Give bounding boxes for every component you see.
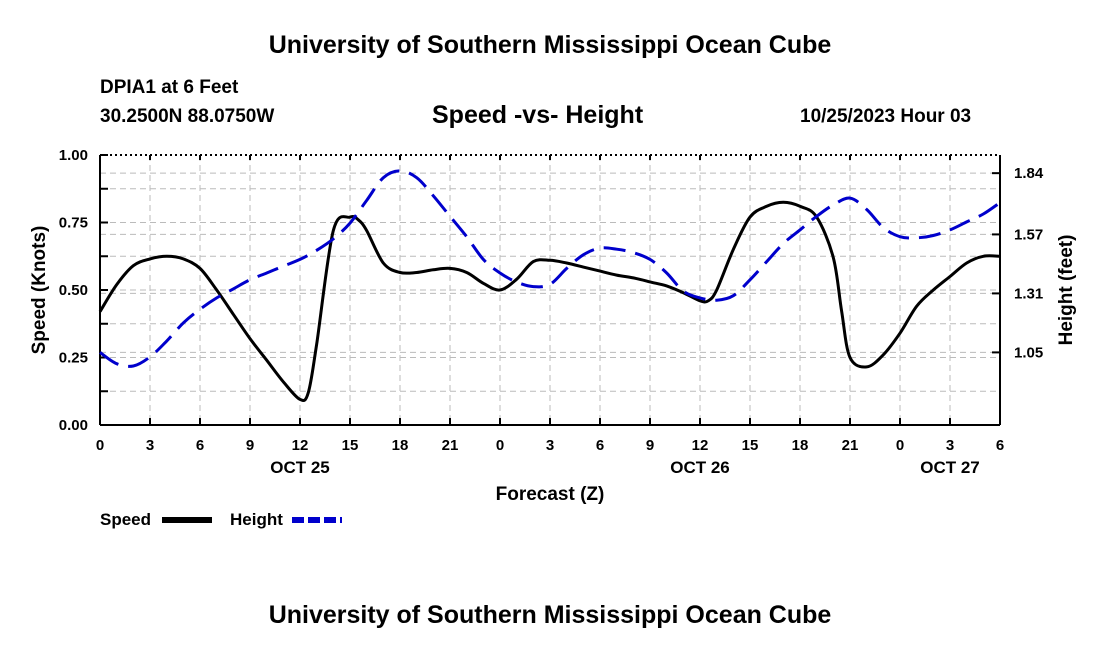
legend: Speed Height	[100, 510, 342, 529]
page-title: University of Southern Mississippi Ocean…	[268, 31, 832, 59]
footer-title: University of Southern Mississippi Ocean…	[268, 601, 832, 629]
x-tick-label: 6	[996, 437, 1004, 454]
date-label: OCT 27	[920, 458, 980, 477]
station-name: DPIA1 at 6 Feet	[100, 77, 239, 98]
x-tick-label: 21	[442, 437, 459, 454]
grid	[100, 155, 1000, 425]
x-tick-label: 12	[292, 437, 309, 454]
y2-tick-label: 1.57	[1014, 226, 1043, 243]
y-axis-title: Speed (Knots)	[29, 226, 50, 355]
x-tick-label: 3	[146, 437, 154, 454]
x-tick-label: 3	[546, 437, 554, 454]
x-tick-label: 12	[692, 437, 709, 454]
y-tick-label: 0.00	[59, 417, 88, 434]
x-tick-label: 9	[246, 437, 254, 454]
series	[98, 169, 1001, 402]
x-tick-label: 0	[496, 437, 504, 454]
speed-series-line	[98, 200, 1001, 402]
x-tick-label: 9	[646, 437, 654, 454]
height-series-line	[99, 169, 1001, 368]
axes	[99, 154, 1001, 426]
date-label: OCT 26	[670, 458, 730, 477]
y-tick-label: 0.75	[59, 215, 88, 232]
x-tick-label: 3	[946, 437, 954, 454]
x-tick-label: 18	[792, 437, 809, 454]
y2-axis-title: Height (feet)	[1056, 235, 1077, 346]
legend-label-height: Height	[230, 510, 283, 529]
y2-tick-label: 1.31	[1014, 285, 1043, 302]
x-tick-label: 6	[196, 437, 204, 454]
y-tick-label: 0.50	[59, 282, 88, 299]
chart-timestamp: 10/25/2023 Hour 03	[800, 106, 972, 127]
date-label: OCT 25	[270, 458, 330, 477]
labels: 0 3 6 9 12 15 18 21 0 3 6 9 12 15 18 21 0 3 6 OCT 25 OCT 26 O…	[29, 147, 1077, 505]
y-tick-label: 1.00	[59, 147, 88, 164]
y2-tick-label: 1.05	[1014, 344, 1043, 361]
y-tick-label: 0.25	[59, 350, 88, 367]
x-tick-label: 15	[342, 437, 359, 454]
legend-label-speed: Speed	[100, 510, 151, 529]
station-coordinates: 30.2500N 88.0750W	[100, 106, 275, 127]
x-tick-label: 21	[842, 437, 859, 454]
x-axis-title: Forecast (Z)	[496, 484, 605, 505]
x-tick-label: 0	[96, 437, 104, 454]
x-tick-label: 0	[896, 437, 904, 454]
x-tick-label: 6	[596, 437, 604, 454]
x-tick-label: 18	[392, 437, 409, 454]
y2-tick-label: 1.84	[1014, 165, 1044, 182]
chart-title: Speed -vs- Height	[432, 101, 644, 129]
x-tick-label: 15	[742, 437, 759, 454]
